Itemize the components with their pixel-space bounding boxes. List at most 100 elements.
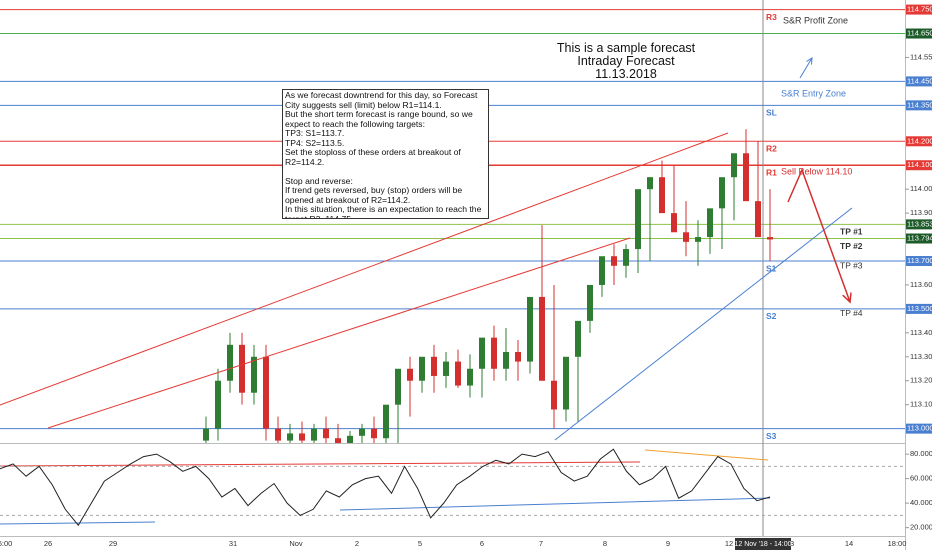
candle-body [755,201,761,238]
candle-body [215,380,221,429]
candle-body [611,256,617,266]
level-box [906,219,932,230]
candle-body [359,428,365,436]
candle-body [335,438,341,443]
candle-body [575,320,581,357]
crosshair-box [735,538,791,550]
candle-body [767,237,773,240]
candle-body [695,237,701,242]
level-label: 114.750 [907,5,932,14]
level-label: 113.500 [907,304,932,313]
candle-body [659,177,665,214]
candle-body [251,356,257,393]
x-tick-label: 6:00 [0,539,12,548]
x-tick-label: 14 [845,539,853,548]
level-box [906,423,932,434]
price-pane [0,9,905,443]
candle-body [599,256,605,285]
x-tick-label: 29 [109,539,117,548]
y-tick-label: 114.000 [910,184,932,193]
osc-trendline [339,497,771,511]
candle-body [551,380,557,410]
candle-body [503,352,509,369]
candle-body [419,356,425,381]
candle-body [311,428,317,441]
level-box [906,100,932,111]
y-tick-label: 20.000 [910,523,932,532]
candle-body [203,428,209,441]
level-label: 113.853 [907,219,932,228]
y-tick-label: 113.400 [910,328,932,337]
x-tick-label: 7 [539,539,543,548]
trendline [0,132,729,406]
level-box [906,136,932,147]
candle-body [527,296,533,362]
x-tick-label: 26 [44,539,52,548]
candle-body [323,428,329,439]
candle-body [227,344,233,381]
level-label: 113.794 [907,233,932,242]
candle-body [539,296,545,381]
level-name: R2 [766,144,777,154]
candle-body [299,433,305,441]
osc-trendline [0,521,156,525]
level-box [906,28,932,39]
level-label: 114.100 [907,160,932,169]
x-tick-label: 18:00 [888,539,907,548]
level-label: 114.650 [907,29,932,38]
candle-body [383,404,389,439]
x-tick-label: Nov [289,539,303,548]
level-box [906,76,932,87]
candle-body [479,337,485,369]
forecast-note: As we forecast downtrend for this day, s… [282,89,489,219]
candle-body [647,177,653,190]
title-line: 11.13.2018 [595,67,657,81]
x-tick-label: 9 [666,539,670,548]
trendline [554,207,853,441]
candle-body [743,153,749,202]
y-tick-label: 113.200 [910,376,932,385]
level-label: 114.450 [907,76,932,85]
candle-body [683,232,689,242]
level-target: TP #4 [840,308,863,318]
y-tick-label: 113.100 [910,400,932,409]
y-tick-label: 113.900 [910,208,932,217]
level-label: 113.000 [907,424,932,433]
candle-body [515,352,521,362]
crosshair-label: 12 Nov '18 - 14:00 [735,541,792,548]
drawings [0,58,853,441]
level-box [906,256,932,267]
level-box [906,233,932,244]
candle-body [587,284,593,321]
candle-body [455,361,461,386]
level-box [906,303,932,314]
y-tick-label: 114.550 [910,52,932,61]
x-tick-label: 12 [725,539,733,548]
x-tick-label: 5 [418,539,422,548]
y-tick-label: 80.000 [910,449,932,458]
level-target: TP #3 [840,260,863,270]
candle-body [443,361,449,376]
x-tick-label: 31 [229,539,237,548]
osc-trendline [0,461,641,467]
level-name: S1 [766,263,777,273]
level-label: 114.200 [907,136,932,145]
osc-line [0,448,771,527]
candle-body [275,428,281,441]
annotation: S&R Entry Zone [781,88,846,98]
level-name: R1 [766,167,777,177]
title-line: Intraday Forecast [577,54,675,68]
x-tick-label: 6 [480,539,484,548]
candle-body [563,356,569,410]
level-label: 113.700 [907,256,932,265]
candle-body [287,433,293,441]
candle-body [635,189,641,250]
candle-body [491,337,497,369]
annotation: S&R Profit Zone [783,15,848,25]
candle-body [239,344,245,393]
osc-trendline [644,449,769,461]
level-name: S2 [766,311,777,321]
x-tick-label: 2 [355,539,359,548]
